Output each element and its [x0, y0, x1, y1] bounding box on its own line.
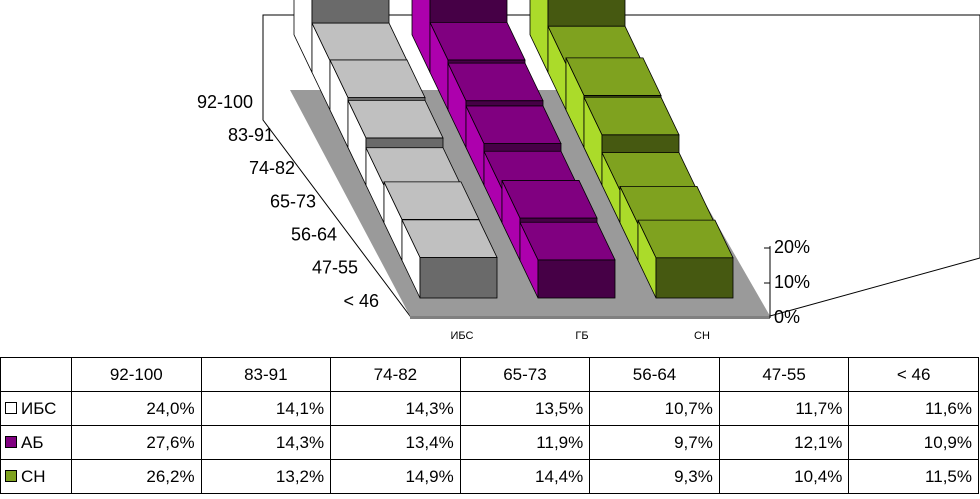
value-cell: 24,0%: [71, 391, 202, 426]
ribbon-top: [583, 96, 680, 136]
corner-cell: [0, 357, 72, 392]
data-row: ИБС 24,0% 14,1% 14,3% 13,5% 10,7% 11,7% 11,6%: [0, 391, 979, 426]
value-cell: 13,5%: [459, 391, 591, 426]
table-body: 92-100 83-91 74-82 65-73 56-64 47-55 < 46 ИБС 24…: [0, 357, 979, 494]
ribbon-top: [501, 180, 598, 219]
y-tick-label: 20%: [774, 237, 810, 257]
header-cell: 65-73: [459, 357, 591, 392]
chart: 0% 10% 20% 92-100 83-91 74-82 65-73 56-64 47-55 <…: [197, 0, 980, 342]
value-cell: 11,9%: [459, 425, 591, 460]
value-cell: 10,9%: [848, 425, 979, 460]
value-cell: 12,1%: [718, 425, 850, 460]
value-cell: 27,6%: [71, 425, 202, 460]
legend-cell: СН: [0, 459, 72, 494]
value-cell: 26,2%: [71, 459, 202, 494]
data-row: СН 26,2% 13,2% 14,9% 14,4% 9,3% 10,4% 11,5%: [0, 459, 979, 494]
ribbon-top: [347, 99, 444, 139]
data-row: АБ 27,6% 14,3% 13,4% 11,9% 9,7% 12,1% 10,9%: [0, 425, 979, 460]
series-axis-label: СН: [694, 330, 710, 342]
header-cell: 56-64: [589, 357, 720, 392]
category-label: 92-100: [197, 92, 253, 112]
ribbon-top: [401, 219, 498, 258]
value-cell: 10,4%: [718, 459, 850, 494]
header-cell: 47-55: [718, 357, 850, 392]
value-cell: 14,4%: [459, 459, 591, 494]
ribbon-side: [293, 0, 313, 73]
ribbon-top: [637, 219, 734, 259]
category-label: 47-55: [312, 258, 358, 278]
category-label: 56-64: [291, 224, 337, 244]
value-cell: 13,2%: [200, 459, 332, 494]
value-cell: 14,9%: [330, 459, 461, 494]
y-tick-label: 10%: [774, 272, 810, 292]
data-table: 92-100 83-91 74-82 65-73 56-64 47-55 < 46 ИБС 24…: [0, 357, 979, 494]
value-cell: 11,6%: [848, 391, 979, 426]
category-label: 83-91: [228, 125, 274, 145]
value-cell: 10,7%: [589, 391, 720, 426]
header-cell: 74-82: [330, 357, 461, 392]
ribbon-front: [419, 256, 498, 299]
legend-label: АБ: [21, 432, 44, 452]
series-axis-label: ИБС: [451, 330, 474, 342]
legend-label: ИБС: [21, 398, 57, 418]
ribbon-front: [655, 257, 734, 299]
ribbon-top: [447, 62, 544, 102]
legend-swatch: [5, 401, 17, 414]
header-cell: 92-100: [71, 357, 202, 392]
category-label: < 46: [343, 291, 379, 311]
legend-cell: АБ: [0, 425, 72, 460]
ribbon-top: [329, 59, 426, 98]
ribbon-top: [519, 221, 616, 261]
ribbon-side: [411, 0, 431, 73]
value-cell: 11,5%: [848, 459, 979, 494]
legend-cell: ИБС: [0, 391, 72, 426]
legend-swatch: [5, 469, 17, 482]
value-cell: 14,1%: [200, 391, 332, 426]
category-label: 74-82: [249, 158, 295, 178]
ribbon-side: [529, 0, 549, 73]
legend-swatch: [5, 435, 17, 448]
ribbon-top: [429, 21, 526, 61]
value-cell: 14,3%: [200, 425, 332, 460]
category-label: 65-73: [270, 191, 316, 211]
series-axis-label: ГБ: [575, 330, 588, 342]
value-cell: 9,7%: [589, 425, 720, 460]
header-cell: < 46: [848, 357, 979, 392]
header-cell: 83-91: [200, 357, 332, 392]
value-cell: 13,4%: [330, 425, 461, 460]
value-cell: 11,7%: [718, 391, 850, 426]
ribbon-front: [537, 259, 616, 299]
ribbon-top: [465, 105, 562, 144]
value-cell: 9,3%: [589, 459, 720, 494]
ribbon-top: [565, 57, 662, 96]
y-tick-label: 0%: [774, 307, 800, 327]
value-cell: 14,3%: [330, 391, 461, 426]
header-row: 92-100 83-91 74-82 65-73 56-64 47-55 < 46: [0, 357, 979, 392]
legend-label: СН: [21, 466, 46, 486]
